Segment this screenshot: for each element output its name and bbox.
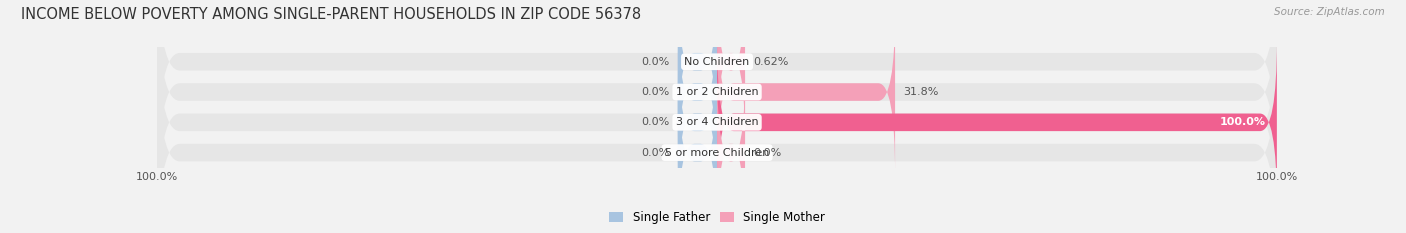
FancyBboxPatch shape — [678, 40, 717, 204]
FancyBboxPatch shape — [678, 10, 717, 174]
FancyBboxPatch shape — [717, 10, 896, 174]
FancyBboxPatch shape — [717, 71, 745, 233]
Text: 0.62%: 0.62% — [754, 57, 789, 67]
FancyBboxPatch shape — [157, 40, 1277, 233]
FancyBboxPatch shape — [157, 0, 1277, 204]
FancyBboxPatch shape — [678, 0, 717, 144]
Text: 5 or more Children: 5 or more Children — [665, 148, 769, 158]
FancyBboxPatch shape — [717, 40, 1277, 204]
Text: 100.0%: 100.0% — [1219, 117, 1265, 127]
Text: 0.0%: 0.0% — [641, 57, 669, 67]
Text: 0.0%: 0.0% — [641, 117, 669, 127]
FancyBboxPatch shape — [678, 71, 717, 233]
Text: 3 or 4 Children: 3 or 4 Children — [676, 117, 758, 127]
Text: No Children: No Children — [685, 57, 749, 67]
Text: 31.8%: 31.8% — [904, 87, 939, 97]
Text: 0.0%: 0.0% — [641, 87, 669, 97]
Text: 100.0%: 100.0% — [136, 172, 179, 182]
Text: 1 or 2 Children: 1 or 2 Children — [676, 87, 758, 97]
FancyBboxPatch shape — [157, 0, 1277, 174]
Text: 0.0%: 0.0% — [754, 148, 782, 158]
Text: 100.0%: 100.0% — [1256, 172, 1298, 182]
Text: 0.0%: 0.0% — [641, 148, 669, 158]
Legend: Single Father, Single Mother: Single Father, Single Mother — [605, 206, 830, 229]
Text: INCOME BELOW POVERTY AMONG SINGLE-PARENT HOUSEHOLDS IN ZIP CODE 56378: INCOME BELOW POVERTY AMONG SINGLE-PARENT… — [21, 7, 641, 22]
Text: Source: ZipAtlas.com: Source: ZipAtlas.com — [1274, 7, 1385, 17]
FancyBboxPatch shape — [157, 10, 1277, 233]
FancyBboxPatch shape — [717, 0, 745, 144]
